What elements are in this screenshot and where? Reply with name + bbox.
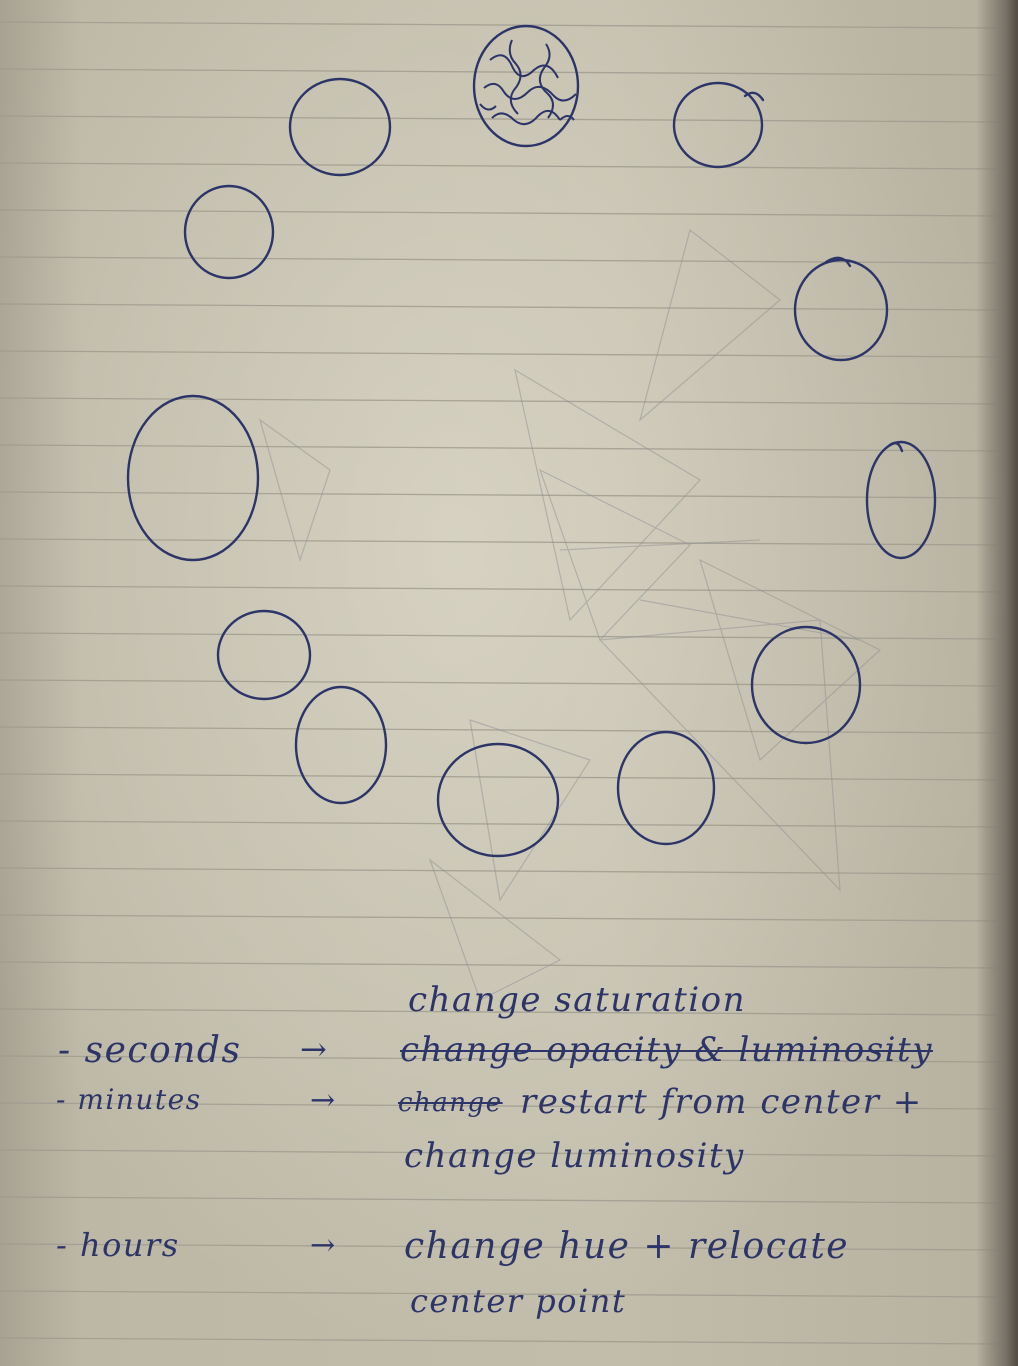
ruled-line — [0, 1337, 1001, 1345]
pencil-triangle — [638, 228, 781, 422]
ruled-lines — [0, 21, 1001, 1345]
circle-3 — [865, 440, 937, 560]
ruled-line — [0, 585, 1001, 593]
ruled-line — [0, 444, 1001, 452]
scribble-circle-icon — [479, 39, 577, 126]
pencil-line — [559, 539, 761, 551]
ruled-line — [0, 773, 1001, 781]
circle-5 — [616, 730, 716, 846]
ruled-line — [0, 68, 1001, 76]
ruled-line — [0, 491, 1001, 499]
note-hours-arrow-icon: → — [310, 1228, 337, 1263]
ruled-line — [0, 1102, 1001, 1110]
ruled-line — [0, 256, 1001, 264]
pencil-triangle — [514, 368, 701, 622]
ruled-line — [0, 209, 1001, 217]
circle-9 — [126, 394, 260, 562]
note-hours-text-line2: center point — [410, 1282, 627, 1320]
ruled-line — [0, 397, 1001, 405]
note-minutes-struck-word: change — [398, 1088, 503, 1118]
note-hours-label: - hours — [56, 1226, 180, 1264]
ruled-line — [0, 632, 1001, 640]
note-minutes-arrow-icon: → — [310, 1083, 337, 1118]
ruled-line — [0, 1055, 1001, 1063]
circle-4 — [750, 625, 862, 745]
circle-11 — [288, 77, 392, 177]
note-minutes-label: - minutes — [56, 1083, 202, 1116]
note-seconds-label: - seconds — [58, 1030, 242, 1071]
circle-6 — [436, 742, 560, 858]
pencil-triangle — [538, 468, 691, 642]
ruled-line — [0, 1149, 1001, 1157]
pencil-triangle — [428, 858, 562, 1001]
pencil-sketch — [258, 228, 882, 1001]
ruled-line — [0, 1290, 1001, 1298]
circle-top — [472, 24, 580, 148]
circle-overlap-tick — [824, 256, 852, 268]
ruled-line — [0, 961, 1001, 969]
circle-7 — [294, 685, 388, 805]
note-seconds-text: change opacity & luminosity — [400, 1030, 933, 1070]
note-hours-text: change hue + relocate — [404, 1226, 850, 1267]
pencil-triangle — [598, 619, 841, 892]
note-minutes-text-line2: change luminosity — [404, 1136, 745, 1176]
note-minutes-text: restart from center + — [520, 1082, 923, 1122]
note-seconds-arrow-icon: → — [300, 1030, 329, 1068]
ruled-line — [0, 867, 1001, 875]
circle-8 — [216, 609, 312, 701]
ruled-line — [0, 820, 1001, 828]
ruled-line — [0, 914, 1001, 922]
ruled-line — [0, 115, 1001, 123]
ruled-line — [0, 538, 1001, 546]
notebook-binding-shadow — [976, 0, 1018, 1366]
circle-overlap-tick — [888, 441, 904, 453]
circle-overlap-tick — [743, 91, 765, 102]
ruled-line — [0, 1196, 1001, 1204]
circle-2 — [793, 258, 889, 362]
pencil-line — [639, 599, 861, 641]
note-change-saturation: change saturation — [408, 980, 747, 1020]
pencil-triangle — [469, 719, 591, 902]
pencil-triangle — [258, 418, 331, 563]
ruled-line — [0, 303, 1001, 311]
ruled-line — [0, 1243, 1001, 1251]
circle-1 — [672, 81, 764, 169]
ruled-line — [0, 21, 1001, 29]
circle-10 — [183, 184, 275, 280]
circle-ring — [126, 24, 937, 858]
ruled-line — [0, 1008, 1001, 1016]
pencil-triangle — [699, 558, 882, 762]
ruled-line — [0, 350, 1001, 358]
ruled-line — [0, 679, 1001, 687]
ruled-line — [0, 162, 1001, 170]
